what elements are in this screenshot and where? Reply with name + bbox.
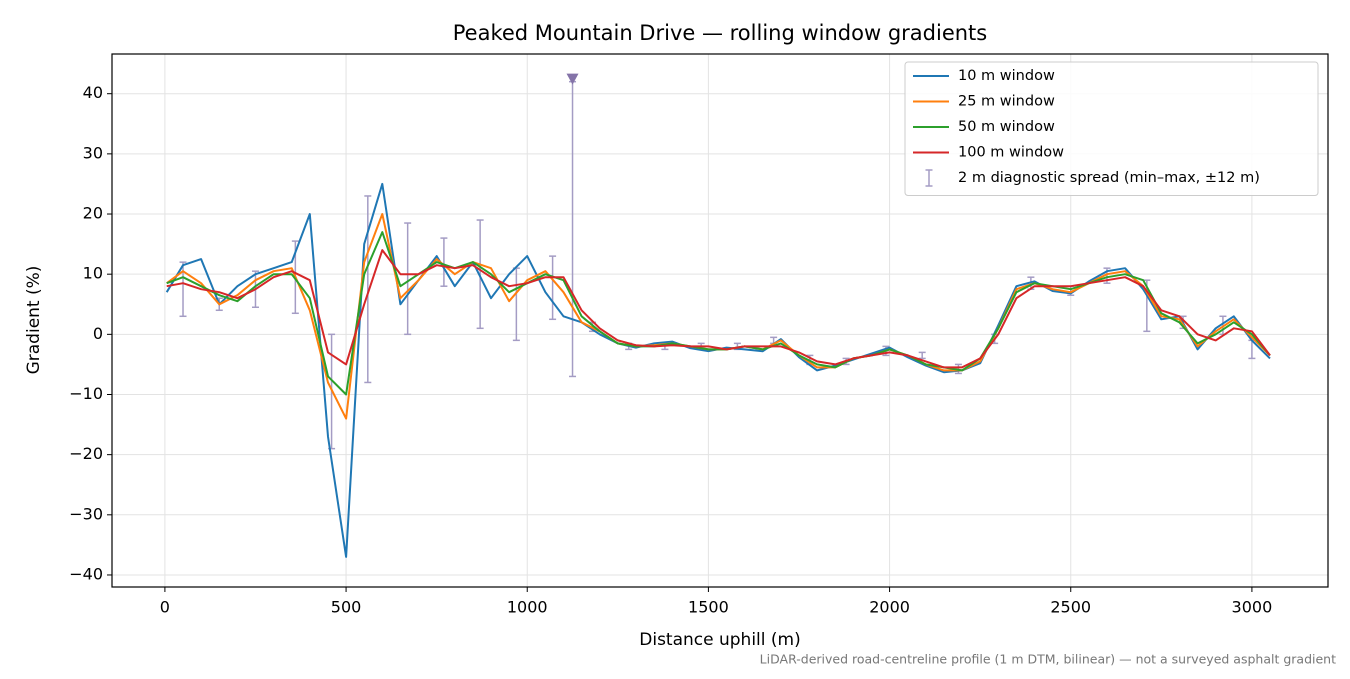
legend-label: 100 m window <box>958 145 1064 161</box>
y-tick-label: −10 <box>69 384 103 403</box>
y-tick-label: 40 <box>83 83 103 102</box>
y-tick-label: −40 <box>69 564 103 583</box>
x-tick-label: 3000 <box>1232 598 1273 617</box>
x-tick-label: 2000 <box>869 598 910 617</box>
legend-label: 2 m diagnostic spread (min–max, ±12 m) <box>958 170 1260 186</box>
legend-label: 50 m window <box>958 119 1055 135</box>
y-tick-label: −20 <box>69 444 103 463</box>
y-tick-label: −30 <box>69 504 103 523</box>
spread-bar <box>549 255 557 321</box>
x-axis-label: Distance uphill (m) <box>639 630 800 650</box>
series-line <box>166 249 1271 369</box>
footnote: LiDAR-derived road-centreline profile (1… <box>760 652 1336 667</box>
x-tick-label: 1000 <box>507 598 548 617</box>
y-tick-label: 20 <box>83 204 103 223</box>
chart-title: Peaked Mountain Drive — rolling window g… <box>453 21 987 45</box>
y-tick-label: 10 <box>83 264 103 283</box>
x-tick-label: 0 <box>160 598 170 617</box>
legend-box <box>904 61 1319 196</box>
spread-bar <box>440 237 448 287</box>
clipped-marker <box>566 73 579 85</box>
plot-frame <box>111 53 1329 588</box>
spread-bar <box>364 195 372 384</box>
legend-label: 10 m window <box>958 68 1055 84</box>
y-axis-label: Gradient (%) <box>24 266 44 375</box>
spread-bar <box>404 222 412 336</box>
x-tick-label: 2500 <box>1050 598 1091 617</box>
y-tick-label: 0 <box>93 324 103 343</box>
x-tick-label: 500 <box>331 598 362 617</box>
y-tick-label: 30 <box>83 143 103 162</box>
legend-label: 25 m window <box>958 94 1055 110</box>
x-tick-label: 1500 <box>688 598 729 617</box>
spread-bar <box>476 219 484 330</box>
